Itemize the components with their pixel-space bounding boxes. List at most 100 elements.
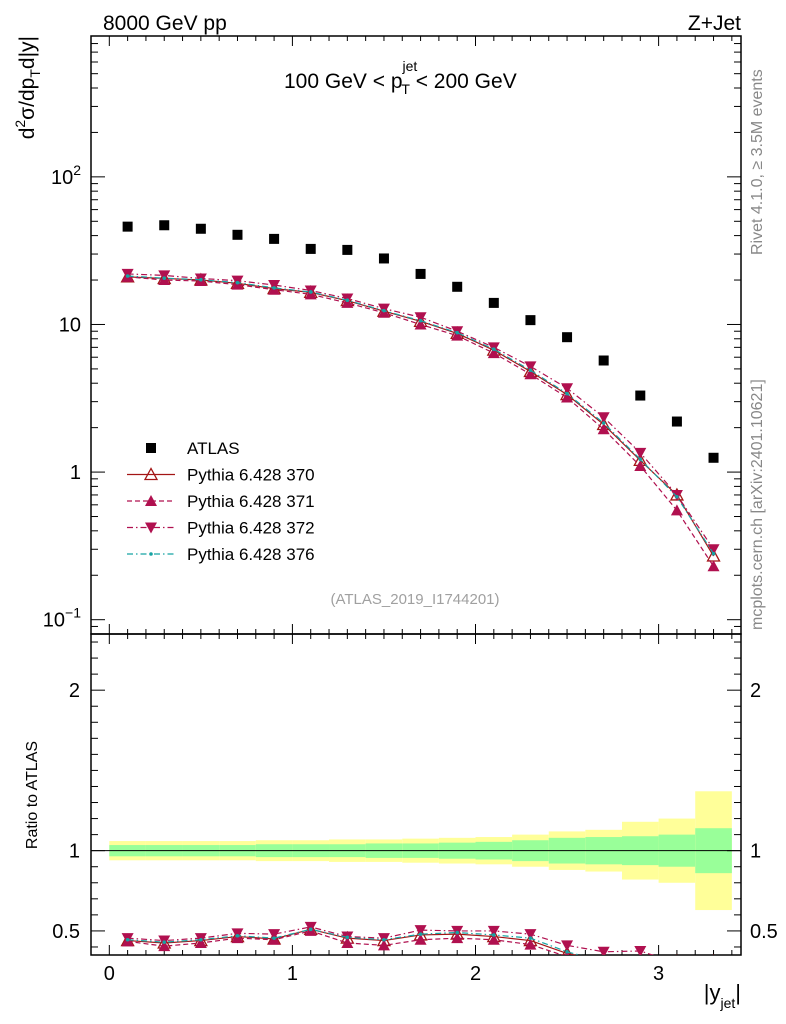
- ratio-series-group: [120, 921, 720, 969]
- ratio-frame: [90, 633, 742, 956]
- ratio-point: [561, 940, 574, 952]
- data-point: [158, 270, 171, 282]
- data-point: [670, 504, 683, 516]
- ratio-point: [125, 937, 130, 942]
- ratio-point: [235, 933, 240, 938]
- y-tick-label: 102: [51, 162, 81, 189]
- data-point: [125, 274, 130, 278]
- data-point: [711, 551, 716, 556]
- data-point: [415, 268, 426, 279]
- data-point: [524, 368, 537, 380]
- data-point: [634, 447, 647, 459]
- data-point: [671, 416, 682, 427]
- ratio-point: [603, 954, 605, 955]
- data-point: [598, 355, 609, 366]
- ratio-point: [598, 957, 610, 968]
- ratio-y-tick-label-right: 2: [750, 680, 761, 702]
- ratio-point: [565, 949, 569, 954]
- legend-marker: [145, 522, 157, 534]
- data-point: [162, 276, 167, 280]
- ratio-series-pythia-6-428-376: [125, 927, 716, 964]
- data-point: [707, 560, 720, 572]
- legend-label: Pythia 6.428 371: [187, 492, 315, 511]
- ratio-point: [639, 954, 641, 955]
- x-axis-title: |yjet|: [704, 980, 741, 1011]
- legend: ATLAS Pythia 6.428 370 Pythia 6.428 371 Pyt…: [127, 439, 315, 564]
- ratio-point: [414, 933, 427, 945]
- data-point: [418, 318, 423, 323]
- rivet-label: Rivet 4.1.0, ≥ 3.5M events: [749, 69, 766, 255]
- legend-label: Pythia 6.428 370: [187, 466, 315, 485]
- ratio-point: [199, 937, 203, 942]
- data-point: [269, 233, 280, 244]
- y-tick-label: 10−1: [43, 605, 81, 632]
- data-point: [488, 297, 499, 308]
- ratio-point: [671, 958, 683, 969]
- data-point: [159, 220, 170, 231]
- panel-title: 100 GeV < pjet T < 200 GeV: [284, 58, 517, 97]
- y-tick-label: 1: [70, 462, 81, 484]
- data-point: [528, 368, 533, 373]
- data-point: [597, 423, 610, 435]
- data-point: [708, 452, 719, 463]
- ratio-point: [377, 939, 390, 951]
- legend-marker: [149, 552, 153, 556]
- header-left: 8000 GeV pp: [103, 12, 227, 35]
- ratio-point: [528, 936, 533, 940]
- ratio-y-axis-title: Ratio to ATLAS: [24, 741, 41, 849]
- ratio-point: [308, 927, 313, 932]
- legend-marker: [143, 467, 159, 481]
- ratio-point: [492, 933, 496, 937]
- ratio-y-tick-label-right: 1: [750, 841, 761, 863]
- main-series-group: [120, 220, 721, 572]
- header-right: Z+Jet: [688, 12, 741, 35]
- ratio-point: [162, 940, 167, 944]
- data-point: [455, 330, 459, 335]
- legend-label: Pythia 6.428 376: [187, 545, 315, 564]
- mcplots-label: mcplots.cern.ch [arXiv:2401.10621]: [749, 379, 766, 630]
- ratio-line: [127, 928, 582, 955]
- ratio-point: [713, 954, 715, 955]
- legend-label: Pythia 6.428 372: [187, 519, 315, 538]
- ratio-point: [345, 935, 350, 940]
- data-point: [634, 459, 647, 471]
- data-point: [345, 298, 350, 303]
- ratio-y-tick-label: 0.5: [52, 921, 80, 943]
- legend-item: Pythia 6.428 370: [127, 466, 315, 485]
- data-point: [342, 244, 353, 255]
- ratio-point: [712, 960, 716, 964]
- data-point: [452, 281, 463, 292]
- legend-item: Pythia 6.428 372: [127, 519, 315, 538]
- ratio-point: [231, 928, 244, 940]
- ratio-point: [708, 957, 720, 968]
- ratio-point: [451, 932, 464, 944]
- data-point: [565, 391, 569, 396]
- ratio-point: [676, 954, 678, 955]
- ratio-point: [634, 945, 647, 955]
- data-point: [305, 243, 316, 254]
- ratio-point: [414, 925, 427, 937]
- ratio-point: [382, 937, 386, 942]
- y-tick-label: 10: [59, 314, 81, 336]
- series-pythia-6-428-372: [121, 268, 720, 556]
- ratio-point: [638, 960, 642, 964]
- legend-label: ATLAS: [187, 439, 240, 458]
- ratio-point: [487, 933, 500, 945]
- ratio-series-pythia-6-428-372: [121, 921, 683, 969]
- series-pythia-6-428-376: [125, 274, 716, 556]
- data-point: [382, 308, 386, 313]
- ratio-point: [455, 930, 459, 935]
- y-axis-title: d2σ/dpTd|y|: [12, 36, 43, 139]
- data-point: [635, 390, 646, 401]
- ratio-point: [602, 960, 606, 964]
- ratio-point: [272, 936, 276, 940]
- data-point: [195, 223, 206, 234]
- ratio-point: [671, 957, 683, 968]
- data-point: [122, 221, 133, 232]
- ratio-point: [418, 932, 423, 936]
- series-atlas: [122, 220, 719, 463]
- ratio-point: [634, 957, 646, 968]
- analysis-watermark: (ATLAS_2019_I1744201): [330, 591, 499, 608]
